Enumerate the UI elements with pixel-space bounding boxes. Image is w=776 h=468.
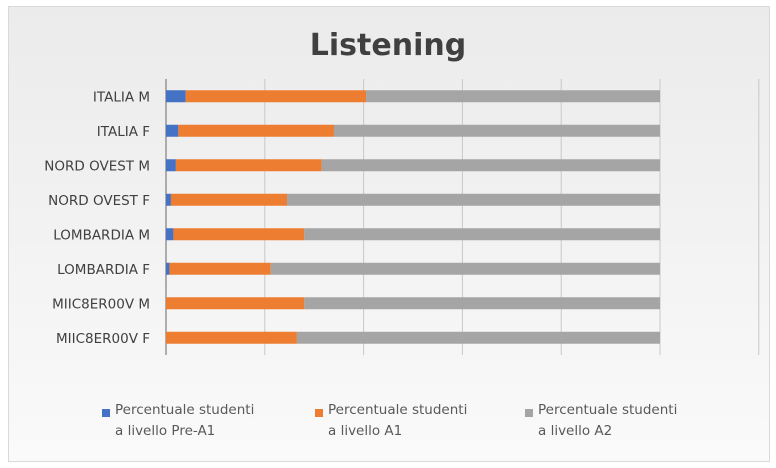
category-label-italia-m: ITALIA M [93,89,150,105]
bar-italia-m-series-2[interactable] [366,90,660,103]
legend: Percentuale studenti a livello Pre-A1 Pe… [90,402,710,456]
category-label-italia-f: ITALIA F [97,124,150,140]
bars [166,90,660,344]
chart-title: Listening [309,28,467,63]
legend-swatch-pre-a1 [102,409,110,417]
legend-entry-pre-a1[interactable]: Percentuale studenti a livello Pre-A1 [102,402,285,442]
legend-swatch-a2 [525,409,533,417]
bar-italia-f-series-1[interactable] [178,124,334,137]
legend-label-pre-a1-line-2: a livello Pre-A1 [115,423,216,439]
category-label-nord-ovest-f: NORD OVEST F [48,193,150,209]
legend-entry-a1[interactable]: Percentuale studenti a livello A1 [315,402,498,442]
gridlines [165,79,760,355]
bar-nord-ovest-m-series-0[interactable] [166,159,176,172]
bar-nord-ovest-m-series-1[interactable] [175,159,322,172]
bar-lombardia-m-series-0[interactable] [166,228,174,241]
category-label-miic8er00v-f: MIIC8ER00V F [56,331,150,347]
category-label-lombardia-m: LOMBARDIA M [53,227,150,243]
bar-lombardia-m-series-2[interactable] [304,228,660,241]
bar-lombardia-f-series-2[interactable] [270,262,660,275]
bar-miic8er00v-f-series-1[interactable] [166,331,297,344]
category-labels: ITALIA M ITALIA F NORD OVEST M NORD OVEST F… [44,89,150,347]
bar-lombardia-f-series-0[interactable] [166,262,170,275]
bar-nord-ovest-f-series-0[interactable] [166,193,171,206]
bar-nord-ovest-f-series-1[interactable] [170,193,288,206]
bar-miic8er00v-f-series-2[interactable] [296,331,660,344]
legend-label-a2-line-2: a livello A2 [538,423,613,439]
bar-nord-ovest-m-series-2[interactable] [321,159,660,172]
bar-italia-f-series-0[interactable] [166,124,179,137]
legend-entry-a2[interactable]: Percentuale studenti a livello A2 [525,402,708,442]
legend-label-pre-a1-line-1: Percentuale studenti [115,402,255,418]
bar-miic8er00v-m-series-1[interactable] [166,297,305,310]
category-label-lombardia-f: LOMBARDIA F [57,262,150,278]
category-label-nord-ovest-m: NORD OVEST M [44,158,150,174]
legend-label-a1-line-1: Percentuale studenti [328,402,468,418]
legend-label-a2-line-1: Percentuale studenti [538,402,678,418]
bar-lombardia-m-series-1[interactable] [173,228,305,241]
bar-lombardia-f-series-1[interactable] [169,262,271,275]
category-label-miic8er00v-m: MIIC8ER00V M [52,296,150,312]
bar-nord-ovest-f-series-2[interactable] [287,193,660,206]
bar-italia-m-series-1[interactable] [185,90,367,103]
bar-italia-f-series-2[interactable] [333,124,660,137]
bar-miic8er00v-m-series-2[interactable] [304,297,660,310]
bar-italia-m-series-0[interactable] [166,90,186,103]
legend-label-a1-line-2: a livello A1 [328,423,403,439]
legend-swatch-a1 [315,409,323,417]
